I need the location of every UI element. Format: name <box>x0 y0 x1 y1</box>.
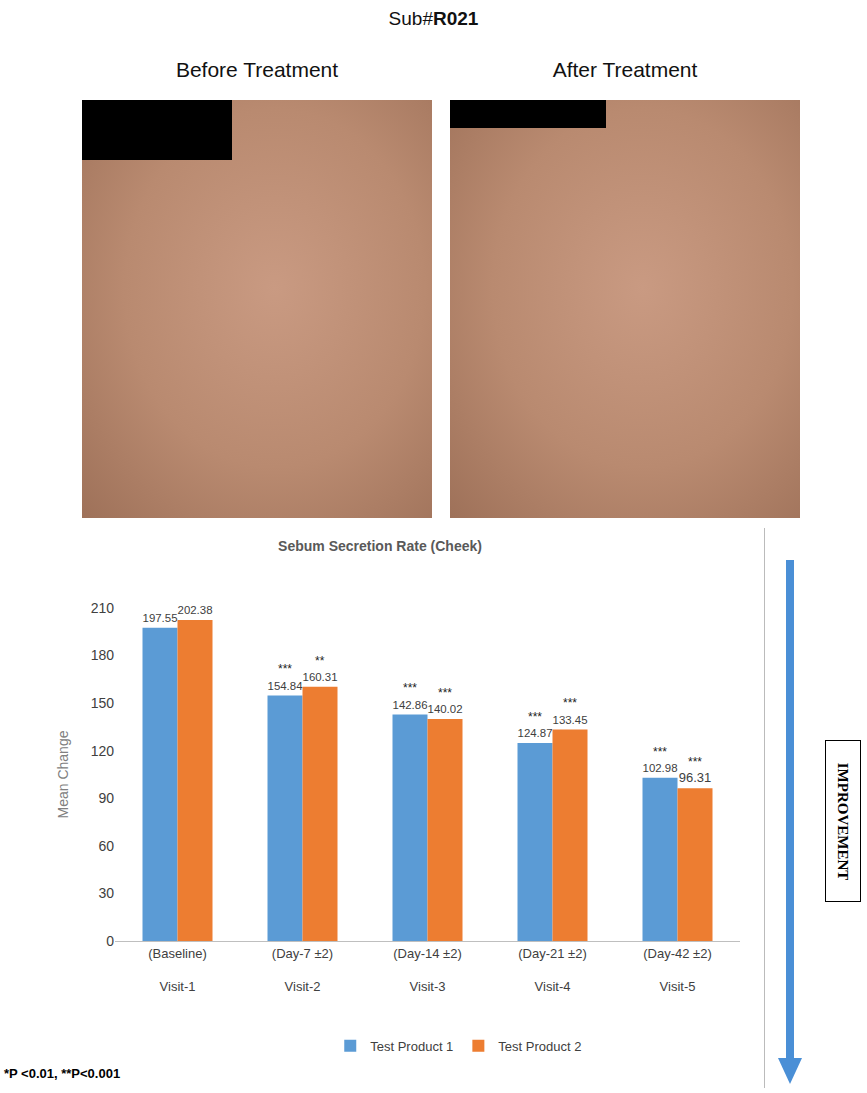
svg-text:154.84: 154.84 <box>268 680 304 692</box>
svg-text:30: 30 <box>98 885 114 901</box>
html-text:*P <0.01, **P<0.001: *P <0.01, **P<0.001 <box>4 1066 121 1081</box>
svg-text:(Day-42 ±2)Visit-5: (Day-42 ±2)Visit-5 <box>643 946 712 995</box>
svg-text:102.98: 102.98 <box>643 762 678 774</box>
svg-text:180: 180 <box>91 647 115 663</box>
svg-text:Test Product 2: Test Product 2 <box>498 1039 581 1054</box>
svg-text:197.55: 197.55 <box>143 612 178 624</box>
svg-text:Mean Change: Mean Change <box>55 730 71 818</box>
svg-text:60: 60 <box>98 838 114 854</box>
svg-text:150: 150 <box>91 695 115 711</box>
svg-text:***: *** <box>653 745 667 759</box>
svg-text:0: 0 <box>106 933 114 949</box>
html-text:IMPROVEMENT: IMPROVEMENT <box>835 762 852 880</box>
svg-text:***: *** <box>278 662 292 676</box>
svg-text:160.31: 160.31 <box>303 671 338 683</box>
html-text:Sub# R021: Sub# R021 <box>388 8 479 29</box>
svg-text:142.86: 142.86 <box>393 699 428 711</box>
svg-text:Test Product 1: Test Product 1 <box>370 1039 453 1054</box>
html-text:Before Treatment: Before Treatment <box>175 58 339 81</box>
svg-text:90: 90 <box>98 790 114 806</box>
html-text:After Treatment: After Treatment <box>552 58 698 81</box>
svg-text:Sebum Secretion Rate (Cheek): Sebum Secretion Rate (Cheek) <box>278 538 482 554</box>
svg-text:(Baseline)Visit-1: (Baseline)Visit-1 <box>148 946 207 995</box>
svg-text:140.02: 140.02 <box>428 703 463 715</box>
svg-text:124.87: 124.87 <box>518 727 553 739</box>
svg-text:***: *** <box>528 710 542 724</box>
svg-text:96.31: 96.31 <box>679 770 712 785</box>
svg-text:(Day-7 ±2)Visit-2: (Day-7 ±2)Visit-2 <box>272 946 333 995</box>
svg-text:120: 120 <box>91 743 115 759</box>
svg-text:**: ** <box>315 654 325 668</box>
svg-text:202.38: 202.38 <box>178 604 213 616</box>
svg-text:210: 210 <box>91 600 115 616</box>
svg-text:***: *** <box>403 681 417 695</box>
svg-text:***: *** <box>438 686 452 700</box>
svg-text:***: *** <box>688 755 702 769</box>
svg-text:***: *** <box>563 696 577 710</box>
svg-text:(Day-14 ±2)Visit-3: (Day-14 ±2)Visit-3 <box>393 946 462 995</box>
svg-text:133.45: 133.45 <box>553 714 588 726</box>
svg-text:(Day-21 ±2)Visit-4: (Day-21 ±2)Visit-4 <box>518 946 587 995</box>
